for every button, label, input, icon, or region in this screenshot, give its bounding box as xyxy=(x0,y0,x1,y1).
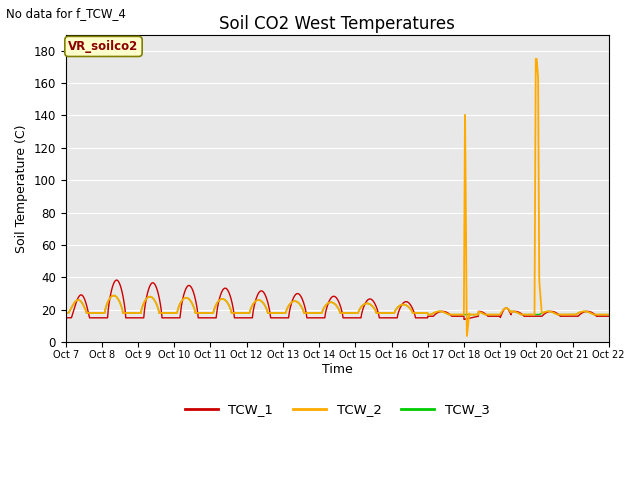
TCW_1 xyxy=(113,277,120,283)
Line: TCW_3: TCW_3 xyxy=(66,296,609,314)
TCW_2 xyxy=(536,287,544,292)
Text: VR_soilco2: VR_soilco2 xyxy=(68,40,139,53)
TCW_3 xyxy=(270,310,278,316)
TCW_3 xyxy=(536,312,544,317)
Title: Soil CO2 West Temperatures: Soil CO2 West Temperatures xyxy=(220,15,455,33)
TCW_3 xyxy=(294,300,301,305)
TCW_3 xyxy=(156,310,164,316)
TCW_3 xyxy=(62,310,70,316)
TCW_3 xyxy=(424,312,431,317)
TCW_2 xyxy=(532,56,540,62)
Line: TCW_2: TCW_2 xyxy=(66,59,609,336)
Line: TCW_1: TCW_1 xyxy=(66,280,609,319)
TCW_1 xyxy=(595,313,602,319)
Text: No data for f_TCW_4: No data for f_TCW_4 xyxy=(6,7,126,20)
Y-axis label: Soil Temperature (C): Soil Temperature (C) xyxy=(15,124,28,252)
TCW_3 xyxy=(110,293,118,299)
TCW_1 xyxy=(294,291,301,297)
TCW_1 xyxy=(536,313,544,319)
TCW_1 xyxy=(156,299,164,305)
TCW_3 xyxy=(595,312,602,317)
TCW_1 xyxy=(270,315,278,321)
TCW_2 xyxy=(124,310,131,316)
TCW_1 xyxy=(460,316,468,322)
TCW_2 xyxy=(62,310,70,316)
X-axis label: Time: Time xyxy=(322,362,353,375)
TCW_2 xyxy=(156,310,164,316)
TCW_1 xyxy=(62,315,70,321)
TCW_2 xyxy=(270,310,278,316)
Legend: TCW_1, TCW_2, TCW_3: TCW_1, TCW_2, TCW_3 xyxy=(179,398,495,421)
TCW_1 xyxy=(124,315,132,321)
TCW_2 xyxy=(595,312,602,317)
TCW_2 xyxy=(605,312,612,317)
TCW_1 xyxy=(605,313,612,319)
TCW_3 xyxy=(124,310,132,316)
TCW_2 xyxy=(463,333,471,339)
TCW_3 xyxy=(605,312,612,317)
TCW_2 xyxy=(294,299,301,305)
